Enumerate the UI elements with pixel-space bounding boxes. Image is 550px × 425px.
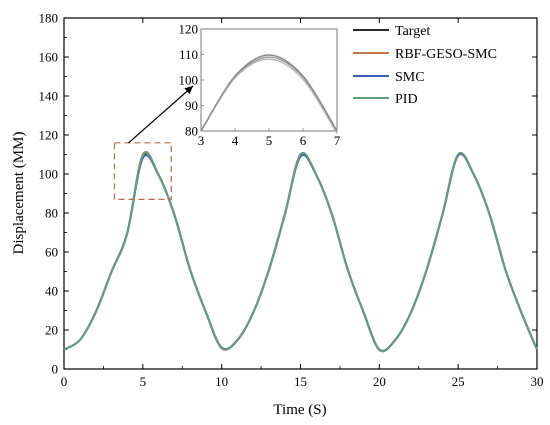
- x-tick-label: 0: [61, 374, 68, 389]
- y-tick-label: 160: [39, 50, 59, 65]
- x-tick-label: 10: [215, 374, 228, 389]
- inset-line-pid: [200, 54, 338, 132]
- x-tick-label: 5: [140, 374, 147, 389]
- line-pid: [63, 152, 538, 353]
- inset-x-tick-label: 5: [266, 133, 273, 148]
- series-lines: [63, 151, 538, 353]
- inset-frame: [200, 28, 338, 132]
- y-tick-label: 20: [45, 323, 58, 338]
- inset-ticks: 80 90 100 110 120 3 4 5 6 7: [179, 22, 341, 149]
- y-tick-label: 80: [45, 206, 58, 221]
- inset-y-tick-label: 80: [185, 124, 198, 139]
- x-tick-label: 30: [531, 374, 544, 389]
- inset-x-tick-label: 4: [232, 133, 239, 148]
- x-tick-label: 20: [373, 374, 386, 389]
- legend-label-pid: PID: [395, 92, 418, 107]
- inset-y-tick-label: 90: [185, 98, 198, 113]
- x-axis-ticks: 0 5 10 15 20 25 30: [61, 18, 544, 389]
- zoom-region-box: [113, 142, 172, 200]
- y-tick-label: 60: [45, 245, 58, 260]
- x-tick-label: 15: [294, 374, 307, 389]
- y-tick-label: 120: [39, 128, 59, 143]
- inset-x-tick-label: 7: [334, 133, 341, 148]
- y-axis-title: Displacement (MM): [11, 132, 27, 255]
- y-tick-label: 140: [39, 89, 59, 104]
- x-axis-title: Time (S): [273, 402, 326, 418]
- inset-lines: [200, 54, 338, 134]
- y-tick-label: 100: [39, 167, 59, 182]
- y-tick-label: 180: [39, 11, 59, 26]
- inset-y-tick-label: 100: [179, 73, 199, 88]
- zoom-arrow-head: [184, 86, 193, 95]
- inset-y-tick-label: 110: [179, 47, 198, 62]
- inset-y-tick-label: 120: [179, 22, 199, 37]
- inset-x-tick-label: 6: [300, 133, 307, 148]
- legend-label-rbf-geso-smc: RBF-GESO-SMC: [395, 47, 497, 62]
- legend: Target RBF-GESO-SMC SMC PID: [353, 24, 497, 107]
- legend-label-smc: SMC: [395, 70, 425, 85]
- y-axis-ticks: 0 20 40 60 80 100 120 140 160 180: [39, 11, 537, 377]
- x-tick-label: 25: [452, 374, 465, 389]
- y-tick-label: 40: [45, 284, 58, 299]
- zoom-arrow: [128, 85, 194, 144]
- legend-label-target: Target: [395, 24, 430, 39]
- inset-x-tick-label: 3: [198, 133, 205, 148]
- y-tick-label: 0: [52, 362, 59, 377]
